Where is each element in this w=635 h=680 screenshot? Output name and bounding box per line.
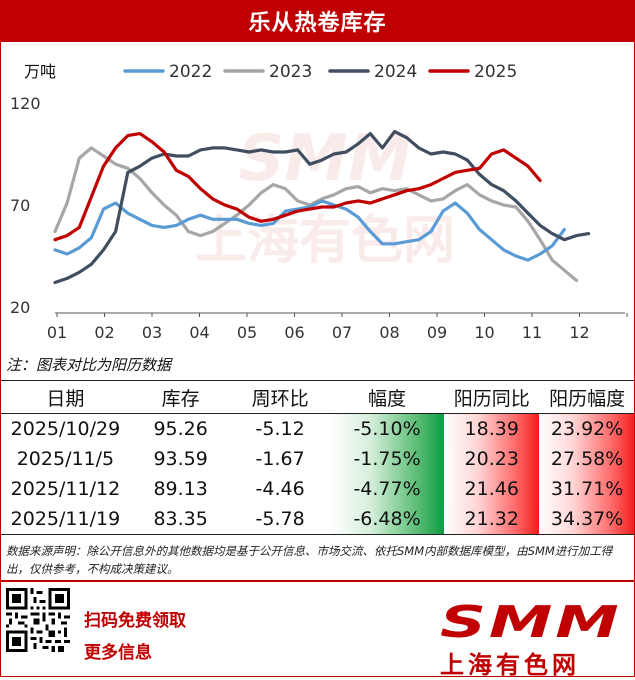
cell-yoy-amplitude: 27.58% [539, 444, 635, 474]
legend-label-2025: 2025 [474, 62, 517, 82]
legend-label-2023: 2023 [269, 62, 312, 82]
cell-date: 2025/11/12 [10, 478, 121, 500]
data-source-disclaimer: 数据来源声明：除公开信息外的其他数据均是基于公开信息、市场交流、依托SMM内部数… [6, 544, 613, 576]
cell-date: 2025/10/29 [10, 418, 121, 440]
legend-label-2022: 2022 [169, 62, 212, 82]
cell-stock: 83.35 [130, 504, 231, 535]
cell-yoy: 20.23 [444, 444, 540, 474]
x-tick-label: 03 [142, 323, 162, 342]
cell-stock: 95.26 [153, 418, 208, 440]
header-yoy: 阳历同比 [444, 380, 540, 414]
more-info-text[interactable]: 更多信息 [84, 643, 152, 663]
cell-amplitude: -6.48% [329, 504, 445, 535]
table-row: 2025/11/19 83.35 -5.78 -6.48% 21.32 34.3… [0, 504, 635, 535]
cell-yoy: 21.32 [444, 504, 540, 535]
cell-date: 2025/11/5 [16, 448, 115, 470]
cell-amplitude: -5.10% [329, 413, 445, 444]
header-wow: 周环比 [230, 380, 330, 414]
series-line-2023 [53, 146, 579, 283]
cell-stock: 89.13 [153, 478, 208, 500]
cell-wow: -5.12 [255, 418, 305, 440]
table-row: 2025/11/5 93.59 -1.67 -1.75% 20.23 27.58… [0, 444, 635, 474]
x-tick-label: 05 [237, 323, 257, 342]
cell-yoy-amplitude: 34.37% [539, 504, 635, 535]
cell-amplitude: -1.75% [329, 444, 445, 474]
chart-note: 注：图表对比为阳历数据 [6, 356, 172, 374]
cell-yoy: 18.39 [444, 413, 540, 444]
inventory-table: 日期 库存 周环比 幅度 阳历同比 阳历幅度 2025/10/29 95.26 … [0, 380, 635, 535]
table-row: 2025/11/12 89.13 -4.46 -4.77% 21.46 31.7… [0, 474, 635, 504]
cell-yoy-amplitude: 23.92% [539, 413, 635, 444]
series-line-2024 [53, 130, 591, 285]
table-row: 2025/10/29 95.26 -5.12 -5.10% 18.39 23.9… [0, 413, 635, 444]
x-tick-label: 11 [522, 323, 542, 342]
x-tick-label: 04 [189, 323, 209, 342]
cell-yoy-amplitude: 31.71% [539, 474, 635, 504]
cell-wow: -1.67 [255, 448, 305, 470]
cell-date: 2025/11/19 [0, 504, 131, 535]
series-line-2022 [53, 199, 567, 262]
y-tick-label: 20 [10, 298, 30, 317]
y-tick-label: 70 [10, 196, 30, 215]
footer-divider [0, 580, 635, 582]
legend-label-2024: 2024 [374, 62, 417, 82]
y-axis-label: 万吨 [24, 62, 56, 81]
x-tick-label: 07 [332, 323, 352, 342]
cell-yoy: 21.46 [444, 474, 540, 504]
x-tick-label: 02 [94, 323, 114, 342]
x-tick-label: 08 [379, 323, 399, 342]
y-tick-label: 120 [10, 94, 41, 113]
header-amplitude: 幅度 [329, 380, 445, 414]
smm-logo: SMM [440, 597, 622, 648]
cell-wow: -5.78 [230, 504, 330, 535]
header-stock: 库存 [130, 380, 231, 414]
series-line-2025 [53, 132, 542, 242]
qr-code-icon[interactable] [6, 588, 70, 652]
smm-logo-subtitle: 上海有色网 [440, 651, 580, 679]
header-date: 日期 [0, 380, 131, 414]
x-tick-label: 06 [284, 323, 304, 342]
x-tick-label: 01 [47, 323, 67, 342]
x-tick-label: 12 [569, 323, 589, 342]
cell-stock: 93.59 [153, 448, 208, 470]
header-yoy-amplitude: 阳历幅度 [539, 380, 635, 414]
chart-title: 乐从热卷库存 [0, 0, 635, 42]
scan-cta-text[interactable]: 扫码免费领取 [84, 611, 186, 631]
x-tick-label: 10 [474, 323, 494, 342]
cell-wow: -4.46 [255, 478, 305, 500]
x-tick-label: 09 [427, 323, 447, 342]
cell-amplitude: -4.77% [329, 474, 445, 504]
table-header-row: 日期 库存 周环比 幅度 阳历同比 阳历幅度 [0, 380, 635, 414]
